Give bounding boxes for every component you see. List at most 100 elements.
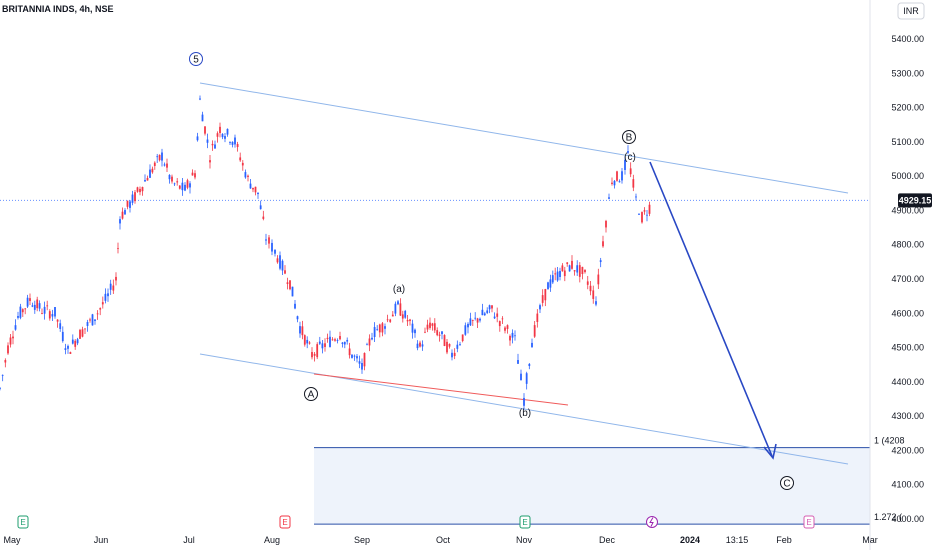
- candle-body: [67, 345, 69, 349]
- y-tick-label: 4800.00: [891, 240, 924, 250]
- candle-body: [241, 162, 244, 166]
- support-line: [313, 373, 569, 406]
- candle-body: [351, 354, 353, 358]
- candle-body: [568, 265, 571, 272]
- candle-body: [46, 305, 49, 307]
- candle-body: [316, 344, 319, 358]
- candle-body: [401, 314, 404, 319]
- candle-body: [549, 279, 552, 288]
- candle-body: [168, 174, 171, 180]
- candle-body: [12, 336, 14, 339]
- x-tick-label: Jun: [94, 535, 109, 545]
- candle-body: [29, 298, 31, 301]
- candle-body: [559, 271, 561, 277]
- candle-body: [14, 325, 17, 330]
- current-price-tag: [898, 193, 932, 208]
- candle-body: [89, 319, 91, 321]
- candle-body: [525, 373, 528, 384]
- candle-body: [171, 176, 173, 182]
- candle-body: [61, 331, 64, 342]
- candle-body: [184, 184, 186, 191]
- candle-body: [346, 339, 349, 342]
- candle-body: [271, 242, 273, 252]
- candle-body: [181, 182, 184, 191]
- candle-body: [602, 241, 604, 247]
- candle-body: [41, 313, 43, 314]
- candle-body: [84, 328, 86, 330]
- candle-body: [239, 157, 242, 161]
- candle-body: [313, 353, 316, 356]
- candle-body: [528, 363, 531, 367]
- candle-body: [399, 303, 402, 316]
- candle-body: [469, 318, 472, 326]
- candle-body: [618, 181, 621, 183]
- candle-body: [289, 280, 291, 290]
- candle-body: [376, 329, 379, 331]
- y-tick-label: 4500.00: [891, 343, 924, 353]
- candle-body: [117, 248, 119, 249]
- candle-body: [38, 303, 41, 309]
- candle-body: [249, 183, 252, 189]
- candle-body: [624, 159, 626, 170]
- candle-body: [481, 309, 484, 316]
- candle-body: [17, 316, 19, 318]
- candle-body: [199, 98, 201, 100]
- candle-body: [368, 338, 371, 346]
- candle-body: [363, 353, 366, 367]
- candle-body: [486, 310, 489, 313]
- candle-body: [211, 143, 214, 146]
- candle-body: [158, 154, 161, 161]
- candle-body: [226, 128, 229, 135]
- fib-level-label: 1 (4208: [874, 436, 905, 446]
- candle-body: [7, 345, 9, 354]
- wave-label-c: C: [783, 479, 790, 490]
- candle-body: [608, 197, 610, 199]
- candle-body: [166, 163, 168, 168]
- x-tick-label: Dec: [599, 535, 616, 545]
- earnings-marker: [519, 515, 531, 529]
- currency-button[interactable]: [897, 2, 925, 20]
- candle-body: [33, 304, 36, 310]
- x-tick-label: Aug: [264, 535, 280, 545]
- candle-body: [589, 285, 592, 292]
- candle-body: [586, 281, 589, 285]
- candle-body: [605, 220, 607, 228]
- candle-body: [384, 326, 386, 329]
- candle-body: [491, 305, 493, 309]
- candle-body: [635, 196, 637, 198]
- candle-body: [26, 297, 29, 307]
- candle-body: [79, 329, 81, 339]
- candle-body: [112, 285, 115, 291]
- candle-body: [339, 336, 341, 340]
- candle-body: [196, 136, 199, 141]
- candle-body: [479, 318, 481, 321]
- earnings-marker: [279, 515, 291, 529]
- candle-body: [566, 262, 569, 264]
- candle-body: [31, 305, 34, 307]
- y-tick-label: 5300.00: [891, 68, 924, 78]
- candle-body: [616, 171, 618, 181]
- earnings-marker-label: E: [522, 518, 527, 527]
- candle-body: [101, 302, 104, 305]
- candle-body: [318, 341, 321, 344]
- candle-body: [441, 331, 443, 335]
- earnings-marker: [803, 515, 815, 529]
- candle-body: [599, 260, 602, 263]
- candle-body: [464, 325, 467, 335]
- earnings-marker-label: E: [282, 518, 287, 527]
- candle-body: [373, 327, 376, 338]
- candle-body: [436, 330, 439, 336]
- candle-body: [324, 343, 326, 347]
- candle-body: [488, 305, 491, 310]
- candle-body: [96, 313, 99, 315]
- candle-body: [36, 299, 39, 309]
- candle-body: [476, 318, 479, 323]
- candle-body: [451, 352, 453, 358]
- currency-label: INR: [903, 6, 919, 16]
- candle-body: [173, 183, 176, 185]
- candle-body: [551, 275, 554, 283]
- candle-body: [276, 258, 279, 263]
- candle-body: [474, 317, 477, 319]
